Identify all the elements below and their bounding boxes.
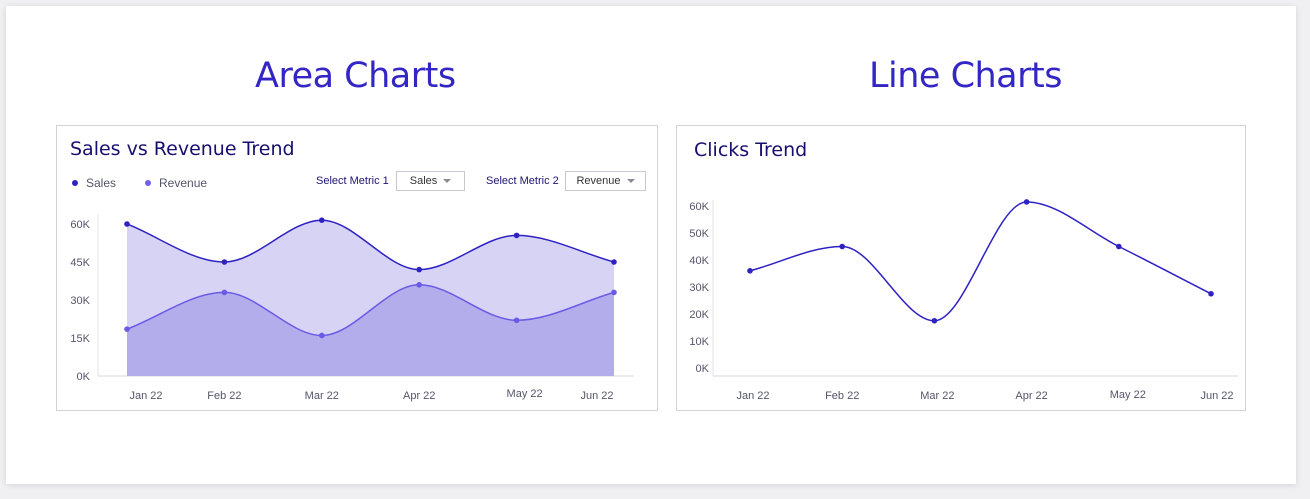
metric2-label: Select Metric 2 xyxy=(486,175,559,187)
area-x-tick-label: Mar 22 xyxy=(305,390,339,402)
line-x-tick-label: Jun 22 xyxy=(1200,390,1233,402)
line-y-tick-label: 50K xyxy=(689,228,709,240)
line-x-tick-label: Apr 22 xyxy=(1015,390,1047,402)
data-point-clicks xyxy=(931,317,938,324)
line-charts-heading: Line Charts xyxy=(869,56,1062,96)
legend-item-sales[interactable]: Sales xyxy=(72,176,116,190)
data-point-clicks xyxy=(1208,290,1214,297)
metric1-select[interactable]: Sales xyxy=(396,171,465,191)
area-y-tick-label: 15K xyxy=(70,333,90,345)
line-y-tick-label: 60K xyxy=(689,201,709,213)
data-point-sales xyxy=(124,221,130,227)
legend-label-sales: Sales xyxy=(86,176,117,190)
data-point-revenue xyxy=(221,289,228,296)
legend-label-revenue: Revenue xyxy=(159,176,208,190)
data-point-clicks xyxy=(1116,243,1122,250)
line-x-tick-label: Mar 22 xyxy=(920,390,954,402)
metric2-select[interactable]: Revenue xyxy=(565,171,646,191)
area-x-tick-label: Jun 22 xyxy=(580,390,613,402)
data-point-sales xyxy=(611,259,617,265)
area-chart-title: Sales vs Revenue Trend xyxy=(70,138,295,160)
area-y-tick-label: 60K xyxy=(70,219,90,231)
data-point-sales xyxy=(221,259,228,265)
line-x-tick-label: May 22 xyxy=(1110,389,1146,401)
legend-item-revenue[interactable]: Revenue xyxy=(145,176,207,190)
area-y-tick-label: 45K xyxy=(70,257,90,269)
area-y-tick-label: 0K xyxy=(77,371,91,383)
area-charts-heading: Area Charts xyxy=(255,56,456,96)
clicks-line xyxy=(749,201,1212,322)
data-point-revenue xyxy=(611,289,617,296)
area-line-sales xyxy=(126,219,615,271)
data-point-revenue xyxy=(124,326,130,332)
line-x-tick-label: Jan 22 xyxy=(736,390,769,402)
area-y-tick-label: 30K xyxy=(70,295,90,307)
area-fill-revenue xyxy=(127,284,614,376)
metric1-value: Sales xyxy=(409,175,438,187)
data-point-sales xyxy=(416,266,423,273)
area-x-tick-label: Jan 22 xyxy=(129,390,162,402)
data-point-sales xyxy=(319,217,325,223)
area-line-revenue xyxy=(126,284,615,337)
data-point-revenue xyxy=(416,282,423,288)
data-point-sales xyxy=(513,232,520,239)
data-point-revenue xyxy=(513,317,520,324)
data-point-clicks xyxy=(1023,199,1030,205)
area-x-tick-label: May 22 xyxy=(507,388,543,400)
line-chart-card xyxy=(676,125,1246,411)
line-y-tick-label: 20K xyxy=(689,309,709,321)
line-y-tick-label: 40K xyxy=(689,255,709,267)
legend-marker-revenue xyxy=(145,179,151,186)
area-x-tick-label: Feb 22 xyxy=(207,390,241,402)
area-x-tick-label: Apr 22 xyxy=(403,390,435,402)
data-point-clicks xyxy=(839,243,845,250)
line-x-tick-label: Feb 22 xyxy=(825,390,859,402)
data-point-clicks xyxy=(747,268,753,274)
line-y-tick-label: 10K xyxy=(689,336,709,348)
chevron-down-icon xyxy=(626,179,635,184)
metric2-value: Revenue xyxy=(576,175,621,187)
metric1-label: Select Metric 1 xyxy=(316,175,389,187)
line-chart-title: Clicks Trend xyxy=(694,139,808,161)
line-y-tick-label: 30K xyxy=(689,282,709,294)
chevron-down-icon xyxy=(443,179,452,184)
legend-marker-sales xyxy=(72,179,78,186)
line-y-tick-label: 0K xyxy=(696,363,710,375)
data-point-revenue xyxy=(319,332,325,339)
